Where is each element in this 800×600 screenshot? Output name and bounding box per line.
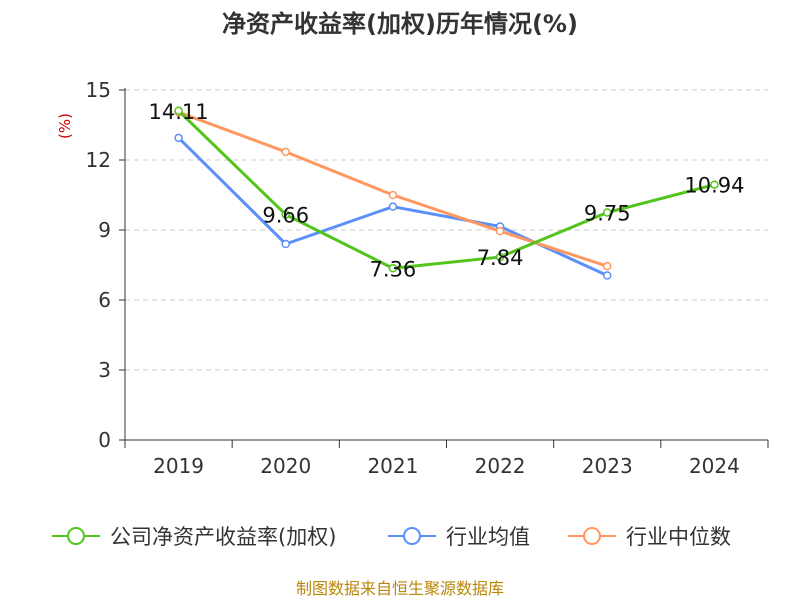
data-labels: 14.11 9.66 7.36 7.84 9.75 10.94 xyxy=(149,100,745,281)
series-point-0 xyxy=(174,106,183,116)
series-point-0 xyxy=(710,180,719,189)
data-label: 10.94 xyxy=(684,174,744,198)
series-group xyxy=(174,106,719,280)
chart-title: 净资产收益率(加权)历年情况(%) xyxy=(222,10,578,38)
series-point-1 xyxy=(388,202,398,211)
series-point-1 xyxy=(603,271,612,280)
x-tick-label: 2020 xyxy=(260,454,311,478)
series-point-2 xyxy=(495,226,505,236)
y-tick-label: 3 xyxy=(98,358,111,382)
series-line-0 xyxy=(177,109,716,270)
series-point-2 xyxy=(281,147,290,157)
series-point-0 xyxy=(281,210,290,219)
series-point-0 xyxy=(603,208,612,217)
series-point-0 xyxy=(388,264,398,273)
gridlines xyxy=(125,89,768,371)
series-point-2 xyxy=(603,261,612,271)
data-label: 9.66 xyxy=(262,204,309,228)
legend: 公司净资产收益率(加权) 行业均值 行业中位数 xyxy=(52,525,731,549)
legend-label: 行业均值 xyxy=(446,525,530,549)
legend-label: 公司净资产收益率(加权) xyxy=(110,525,336,549)
y-tick-label: 15 xyxy=(86,78,111,102)
data-label: 14.11 xyxy=(149,100,209,124)
x-tick-label: 2019 xyxy=(153,454,204,478)
y-tick-label: 12 xyxy=(86,148,111,172)
legend-label: 行业中位数 xyxy=(626,525,731,549)
y-tick-label: 9 xyxy=(98,218,111,242)
legend-swatch-marker xyxy=(403,527,421,545)
legend-swatch-marker xyxy=(583,527,601,545)
series-point-2 xyxy=(388,190,398,200)
legend-item: 行业均值 xyxy=(388,525,530,549)
series-point-1 xyxy=(281,239,290,249)
x-tick-label: 2024 xyxy=(689,454,740,478)
y-tick-label: 0 xyxy=(98,428,111,452)
y-axis-unit-label: (%) xyxy=(56,113,74,139)
y-tick-label: 6 xyxy=(98,288,111,312)
axes: 0 3 6 9 12 15 2019 2020 2021 2022 2023 2024 xyxy=(86,78,769,478)
data-label: 7.36 xyxy=(370,257,417,281)
legend-item: 行业中位数 xyxy=(568,525,731,549)
legend-swatch-marker xyxy=(67,527,85,545)
series-point-1 xyxy=(174,133,183,143)
series-point-0 xyxy=(495,252,505,262)
x-tick-label: 2021 xyxy=(367,454,418,478)
x-tick-label: 2023 xyxy=(582,454,633,478)
x-tick-label: 2022 xyxy=(475,454,526,478)
data-label: 9.75 xyxy=(584,202,631,226)
series-line-2 xyxy=(177,110,609,268)
legend-item: 公司净资产收益率(加权) xyxy=(52,525,336,549)
source-note: 制图数据来自恒生聚源数据库 xyxy=(296,579,504,598)
data-label: 7.84 xyxy=(477,246,524,270)
